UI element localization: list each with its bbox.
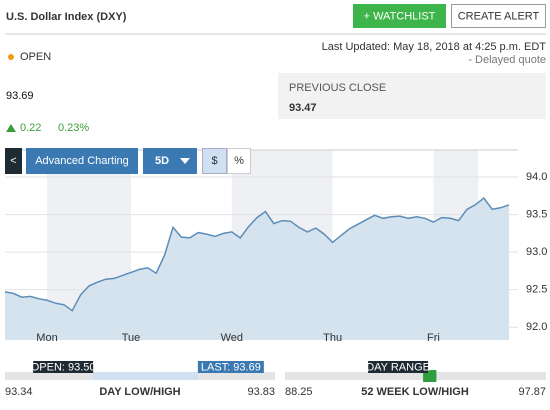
day-low: 93.34 <box>5 386 33 398</box>
week-track <box>285 372 546 380</box>
prev-close: 93.47 <box>289 102 317 114</box>
watchlist-button[interactable] <box>353 4 446 28</box>
back-button[interactable] <box>5 148 22 174</box>
status: OPEN <box>20 51 51 63</box>
x-tick-label: Tue <box>122 332 141 344</box>
chart: 94.0 93.5 93.0 92.5 92.0 Mon Tue Wed Thu Fri <box>4 149 547 344</box>
x-tick-label: Mon <box>36 332 57 344</box>
delayed: - Delayed quote <box>468 54 546 66</box>
day-fill <box>93 372 198 380</box>
y-tick-label: 94.0 <box>526 171 547 183</box>
week-low: 88.25 <box>285 386 313 398</box>
open-tag-text: OPEN: 93.50 <box>31 361 96 373</box>
advanced-button[interactable] <box>26 148 138 174</box>
prev-close-box <box>278 73 546 119</box>
day-range-tag-text: DAY RANGE <box>366 361 430 373</box>
percent-text[interactable]: % <box>234 155 244 167</box>
week-caption: 52 WEEK LOW/HIGH <box>361 386 469 398</box>
alert-text[interactable]: CREATE ALERT <box>458 10 540 22</box>
dollar-button[interactable] <box>202 148 227 174</box>
dropdown-caret <box>180 158 190 164</box>
back-text[interactable]: < <box>10 155 16 167</box>
change: 0.22 <box>20 122 41 134</box>
x-tick-label: Fri <box>427 332 440 344</box>
x-tick-label: Thu <box>323 332 342 344</box>
prev-close-label: PREVIOUS CLOSE <box>289 82 386 94</box>
sun-icon <box>8 54 14 60</box>
change-pct: 0.23% <box>58 122 89 134</box>
title: U.S. Dollar Index (DXY) <box>6 11 127 23</box>
day-high: 93.83 <box>247 386 275 398</box>
range-text[interactable]: 5D <box>155 155 169 167</box>
dollar-text[interactable]: $ <box>211 155 217 167</box>
x-tick-label: Wed <box>221 332 243 344</box>
day-range-tag <box>368 361 429 373</box>
up-arrow <box>6 124 16 132</box>
price: 93.69 <box>6 90 34 102</box>
y-tick-label: 93.0 <box>526 246 547 258</box>
area-fill <box>5 198 509 340</box>
y-tick-label: 92.0 <box>526 321 547 333</box>
percent-button[interactable] <box>227 148 251 174</box>
last-tag <box>197 361 264 373</box>
y-tick-label: 93.5 <box>526 208 547 220</box>
day-caption: DAY LOW/HIGH <box>99 386 180 398</box>
advanced-text[interactable]: Advanced Charting <box>35 155 129 167</box>
ranges: 93.34 DAY LOW/HIGH 93.83 88.25 52 WEEK L… <box>5 361 546 398</box>
y-tick-label: 92.5 <box>526 284 547 296</box>
price-line <box>4 197 510 312</box>
open-tag <box>33 361 94 373</box>
range-button[interactable] <box>143 148 197 174</box>
week-high: 97.87 <box>518 386 546 398</box>
updated: Last Updated: May 18, 2018 at 4:25 p.m. … <box>322 41 547 53</box>
last-tag-text: LAST: 93.69 <box>201 361 261 373</box>
watchlist-text[interactable]: + WATCHLIST <box>364 10 436 22</box>
alert-button[interactable] <box>451 4 546 28</box>
